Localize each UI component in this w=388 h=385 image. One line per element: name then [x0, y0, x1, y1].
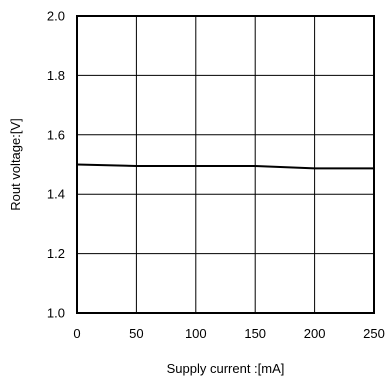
- x-tick-label: 150: [244, 326, 266, 341]
- plot-frame: [76, 15, 375, 314]
- y-tick-label: 1.0: [47, 306, 65, 321]
- x-tick-labels: 0 50 100 150 200 250: [73, 326, 384, 341]
- y-tick-label: 1.2: [47, 246, 65, 261]
- x-tick-label: 200: [304, 326, 326, 341]
- x-tick-label: 50: [129, 326, 143, 341]
- y-tick-label: 1.8: [47, 68, 65, 83]
- x-tick-label: 100: [185, 326, 207, 341]
- x-tick-label: 250: [363, 326, 385, 341]
- y-tick-label: 2.0: [47, 9, 65, 24]
- x-axis-label: Supply current :[mA]: [167, 361, 285, 376]
- y-tick-label: 1.6: [47, 127, 65, 142]
- grid-layer: [77, 16, 374, 313]
- series-layer: [76, 163, 374, 170]
- series-line: [76, 163, 374, 170]
- y-tick-label: 1.4: [47, 187, 65, 202]
- y-tick-labels: 1.0 1.2 1.4 1.6 1.8 2.0: [47, 9, 65, 321]
- y-axis-label: Rout voltage:[V]: [8, 118, 23, 211]
- x-tick-label: 0: [73, 326, 80, 341]
